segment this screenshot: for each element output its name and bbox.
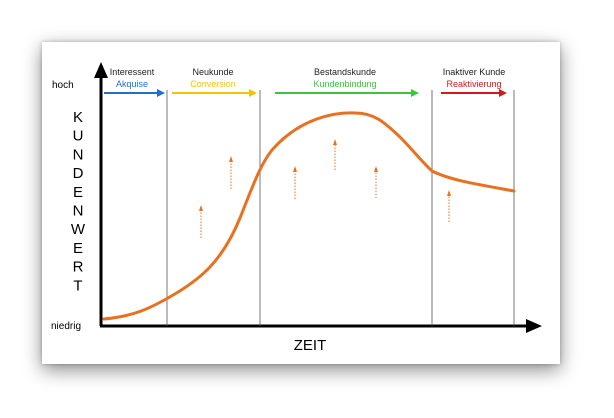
- x-axis-label: ZEIT: [294, 337, 327, 354]
- y-title-letter: W: [71, 221, 86, 238]
- phase-activity-akquise: Akquise: [116, 79, 148, 89]
- y-title-letter: U: [73, 128, 84, 145]
- phase-arrowhead-reaktivierung: [499, 89, 507, 97]
- phase-arrowhead-kundenbindung: [411, 89, 419, 97]
- y-title-letter: E: [73, 240, 83, 257]
- y-title-letter: E: [73, 184, 83, 201]
- phase-name-neukunde: Neukunde: [192, 67, 233, 77]
- phase-name-inaktiver-kunde: Inaktiver Kunde: [443, 67, 506, 77]
- y-title-letter: R: [73, 259, 84, 276]
- phase-activity-kundenbindung: Kundenbindung: [313, 79, 376, 89]
- phase-activity-conversion: Conversion: [190, 79, 236, 89]
- y-title-letter: N: [73, 203, 84, 220]
- y-title-letter: K: [73, 109, 83, 126]
- phase-name-bestandskunde: Bestandskunde: [314, 67, 376, 77]
- dotted-up-arrow: [374, 166, 378, 198]
- dotted-up-arrow: [447, 190, 451, 222]
- phase-name-interessent: Interessent: [110, 67, 155, 77]
- y-low-label: niedrig: [51, 321, 81, 332]
- y-high-label: hoch: [52, 80, 74, 91]
- y-axis-arrowhead: [94, 62, 108, 78]
- phase-activity-reaktivierung: Reaktivierung: [446, 79, 501, 89]
- x-axis-arrowhead: [526, 319, 542, 333]
- phase-arrowhead-akquise: [157, 89, 165, 97]
- y-title-letter: N: [73, 146, 84, 163]
- phase-arrowhead-conversion: [249, 89, 257, 97]
- diagram-card: [42, 42, 560, 364]
- customer-value-curve: [102, 111, 516, 321]
- dotted-up-arrow: [229, 156, 233, 189]
- dotted-up-arrow: [293, 166, 297, 199]
- y-title-letter: D: [73, 165, 84, 182]
- dotted-up-arrow: [199, 205, 203, 238]
- dotted-up-arrow: [333, 139, 337, 170]
- y-title-letter: T: [73, 277, 82, 294]
